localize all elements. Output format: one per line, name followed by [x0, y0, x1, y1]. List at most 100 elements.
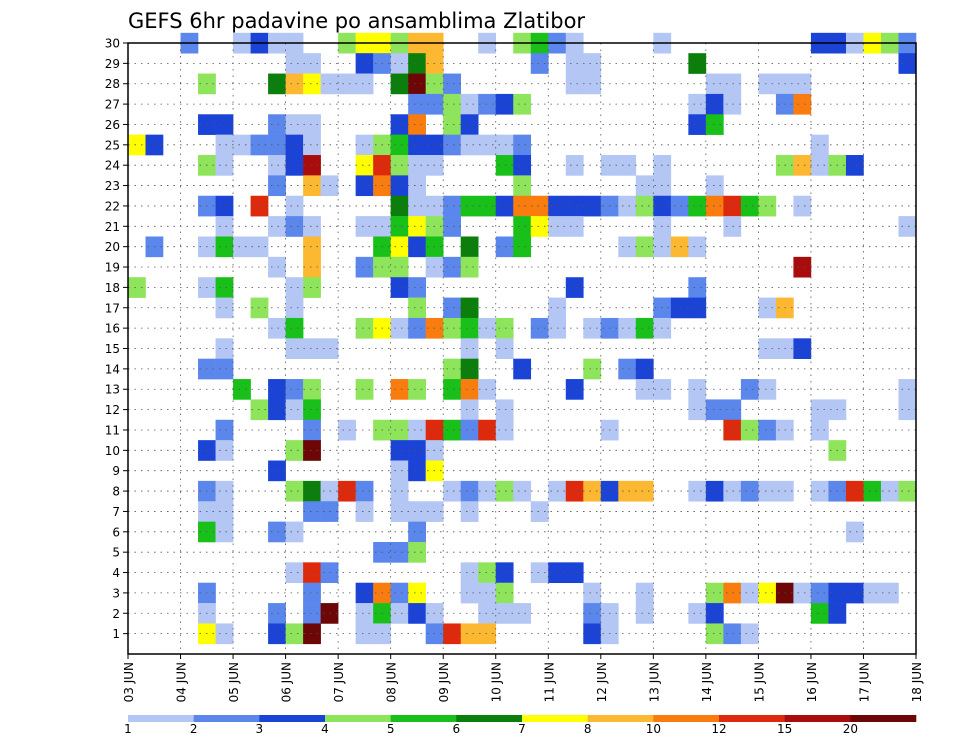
x-tick-label: 05 JUN — [227, 662, 241, 702]
colorbar-swatch — [653, 715, 720, 722]
heatmap-cell — [285, 338, 304, 359]
heatmap-cell — [303, 236, 321, 258]
heatmap-cell — [390, 277, 409, 298]
colorbar-label: 6 — [453, 722, 461, 736]
heatmap-cell — [408, 195, 426, 217]
heatmap-cell — [583, 53, 602, 74]
heatmap-cell — [618, 317, 637, 339]
x-tick-label: 04 JUN — [175, 662, 189, 702]
y-tick-label: 6 — [112, 525, 120, 539]
heatmap-cell — [460, 134, 479, 156]
heatmap-cell — [740, 582, 759, 604]
heatmap-cell — [740, 379, 759, 400]
y-tick-label: 28 — [105, 77, 120, 91]
heatmap-cell — [758, 419, 777, 441]
heatmap-cell — [758, 480, 777, 502]
heatmap-cell — [565, 195, 584, 217]
x-tick-label: 14 JUN — [700, 662, 714, 702]
heatmap-cell — [565, 277, 584, 298]
heatmap-cell — [303, 480, 321, 502]
heatmap-cell — [355, 53, 374, 74]
x-tick-label: 18 JUN — [910, 662, 924, 702]
heatmap-cell — [215, 195, 234, 217]
heatmap-cell — [723, 216, 742, 237]
heatmap-cell — [460, 114, 479, 135]
heatmap-cell — [583, 358, 602, 380]
heatmap-cell — [285, 440, 304, 461]
heatmap-cell — [583, 582, 602, 604]
x-tick-label: 16 JUN — [805, 662, 819, 702]
heatmap-cell — [565, 379, 584, 400]
heatmap-cell — [740, 419, 759, 441]
heatmap-cell — [635, 236, 654, 258]
heatmap-cell — [390, 317, 409, 339]
heatmap-cell — [355, 155, 374, 176]
heatmap-cell — [390, 419, 409, 441]
heatmap-cell — [390, 256, 409, 278]
heatmap-cell — [268, 175, 286, 197]
heatmap-cell — [128, 134, 146, 156]
heatmap-cell — [723, 399, 742, 421]
heatmap-cell — [285, 134, 304, 156]
heatmap-cell — [285, 379, 304, 400]
y-tick-label: 19 — [105, 261, 120, 275]
heatmap-cell — [618, 358, 637, 380]
heatmap-cell — [128, 277, 146, 298]
heatmap-cell — [635, 175, 654, 197]
heatmap-cell — [565, 73, 584, 95]
heatmap-cell — [408, 114, 426, 135]
heatmap-cell — [303, 338, 321, 359]
heatmap-cell — [495, 93, 514, 115]
y-tick-label: 1 — [112, 627, 120, 641]
heatmap-cell — [478, 582, 497, 604]
heatmap-cell — [810, 480, 829, 502]
heatmap-cell — [268, 521, 286, 543]
heatmap-cell — [898, 216, 917, 237]
heatmap-cell — [565, 216, 584, 237]
heatmap-cell — [215, 216, 234, 237]
heatmap-cell — [740, 623, 759, 645]
heatmap-cell — [705, 480, 724, 502]
heatmap-cell — [810, 399, 829, 421]
heatmap-cell — [740, 195, 759, 217]
heatmap-cell — [810, 582, 829, 604]
heatmap-cell — [303, 379, 321, 400]
y-tick-label: 25 — [105, 138, 120, 152]
heatmap-cell — [408, 419, 426, 441]
heatmap-cell — [688, 195, 707, 217]
heatmap-cell — [443, 195, 462, 217]
heatmap-cell — [758, 195, 777, 217]
heatmap-cell — [268, 155, 286, 176]
heatmap-cell — [495, 603, 514, 624]
heatmap-cell — [513, 93, 532, 115]
heatmap-cell — [705, 399, 724, 421]
heatmap-cell — [390, 236, 409, 258]
heatmap-cell — [355, 582, 374, 604]
heatmap-cell — [513, 134, 532, 156]
heatmap-cell — [478, 562, 497, 584]
heatmap-cell — [688, 93, 707, 115]
colorbar-legend: 1 2 3 4 5 6 7 8 10 12 15 20 — [124, 715, 917, 736]
heatmap-cell — [723, 73, 742, 95]
heatmap-cell — [530, 562, 549, 584]
heatmap-cell — [583, 317, 602, 339]
heatmap-cell — [408, 317, 426, 339]
heatmap-cell — [670, 297, 689, 319]
y-tick-label: 17 — [105, 301, 120, 315]
colorbar-swatch — [587, 715, 654, 722]
colorbar-label: 5 — [387, 722, 395, 736]
heatmap-cell — [793, 582, 812, 604]
heatmap-cell — [495, 155, 514, 176]
heatmap-cell — [408, 175, 426, 197]
y-tick-label: 8 — [112, 485, 120, 499]
heatmap-cell — [443, 358, 462, 380]
heatmap-cell — [793, 338, 812, 359]
heatmap-cell — [443, 317, 462, 339]
heatmap-cell — [793, 73, 812, 95]
heatmap-cell — [688, 277, 707, 298]
heatmap-cell — [303, 256, 321, 278]
y-tick-label: 22 — [105, 199, 120, 213]
heatmap-cell — [408, 134, 426, 156]
heatmap-cell — [495, 419, 514, 441]
heatmap-cell — [565, 155, 584, 176]
